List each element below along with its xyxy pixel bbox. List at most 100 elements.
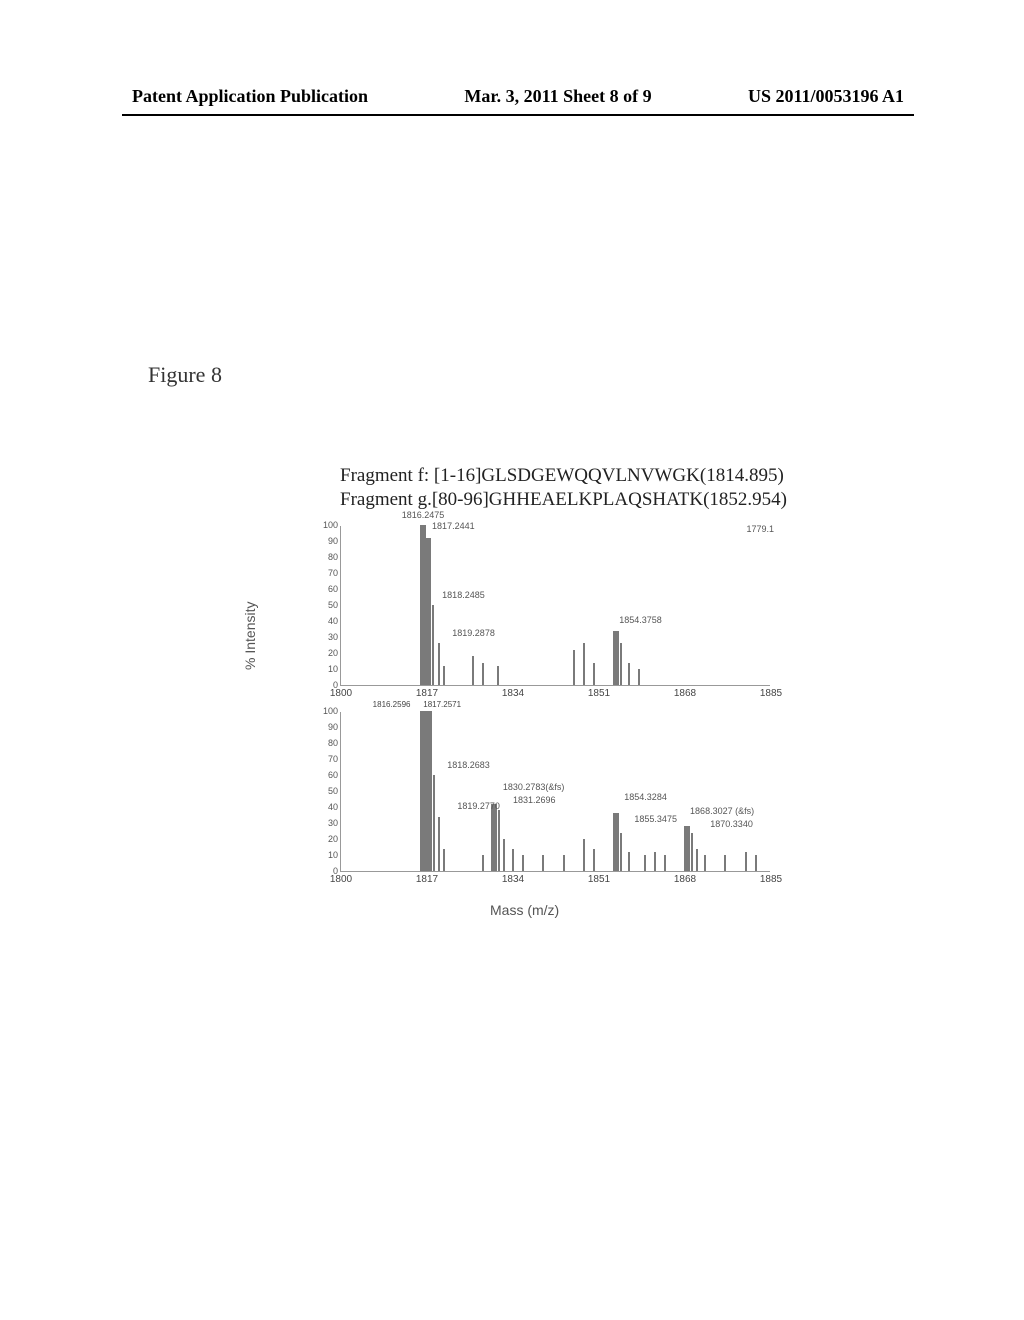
spectrum-peak xyxy=(512,849,514,871)
peak-label: 1831.2696 xyxy=(513,795,556,805)
y-tick: 30 xyxy=(321,819,338,828)
y-tick: 50 xyxy=(321,601,338,610)
rt-label-top: 1779.1 xyxy=(746,524,774,534)
spectrum-peak xyxy=(593,849,595,871)
y-tick: 20 xyxy=(321,649,338,658)
x-tick: 1868 xyxy=(674,688,696,699)
y-tick: 90 xyxy=(321,537,338,546)
peak-label: 1817.2441 xyxy=(432,521,475,531)
peak-label: 1855.3475 xyxy=(634,814,677,824)
x-axis-label: Mass (m/z) xyxy=(490,902,559,918)
spectrum-peak xyxy=(433,775,435,871)
peak-label: 1854.3758 xyxy=(619,615,662,625)
y-tick: 70 xyxy=(321,755,338,764)
page-header: Patent Application Publication Mar. 3, 2… xyxy=(0,86,1024,107)
spectrum-peak xyxy=(443,666,445,685)
peak-label: 1816.2475 xyxy=(402,510,445,520)
fragment-g: Fragment g.[80-96]GHHEAELKPLAQSHATK(1852… xyxy=(340,488,787,512)
x-tick: 1817 xyxy=(416,874,438,885)
y-tick: 50 xyxy=(321,787,338,796)
spectrum-peak xyxy=(522,855,524,871)
y-tick: 90 xyxy=(321,723,338,732)
spectrum-peak xyxy=(613,631,619,685)
y-tick: 80 xyxy=(321,553,338,562)
y-tick: 100 xyxy=(321,707,338,716)
x-tick: 1834 xyxy=(502,688,524,699)
spectrum-peak xyxy=(628,852,630,871)
spectrum-peak xyxy=(542,855,544,871)
spectrum-peak xyxy=(573,650,575,685)
header-center: Mar. 3, 2011 Sheet 8 of 9 xyxy=(464,86,651,107)
spectrum-panel-bottom: 0102030405060708090100180018171834185118… xyxy=(340,712,770,872)
spectrum-peak xyxy=(691,833,693,871)
peak-label: 1870.3340 xyxy=(710,819,753,829)
spectrum-peak xyxy=(628,663,630,685)
y-tick: 80 xyxy=(321,739,338,748)
x-tick: 1851 xyxy=(588,874,610,885)
spectrum-peak xyxy=(755,855,757,871)
y-tick: 40 xyxy=(321,617,338,626)
spectrum-peak xyxy=(654,852,656,871)
header-right: US 2011/0053196 A1 xyxy=(748,86,904,107)
sub-tick-label: 1816.2596 xyxy=(373,700,411,709)
figure-caption: Figure 8 xyxy=(148,362,222,388)
spectrum-chart: 1779.1 010203040506070809010018001817183… xyxy=(318,522,778,882)
spectrum-peak xyxy=(497,666,499,685)
y-tick: 10 xyxy=(321,665,338,674)
peak-label: 1819.2878 xyxy=(452,628,495,638)
x-tick: 1885 xyxy=(760,874,782,885)
spectrum-peak xyxy=(664,855,666,871)
peak-label: 1854.3284 xyxy=(624,792,667,802)
fragment-f: Fragment f: [1-16]GLSDGEWQQVLNVWGK(1814.… xyxy=(340,464,787,488)
spectrum-peak xyxy=(644,855,646,871)
x-tick: 1834 xyxy=(502,874,524,885)
x-tick: 1817 xyxy=(416,688,438,699)
spectrum-peak xyxy=(620,833,622,871)
spectrum-peak xyxy=(503,839,505,871)
peak-label: 1819.2770 xyxy=(457,801,500,811)
spectrum-peak xyxy=(724,855,726,871)
spectrum-peak xyxy=(425,538,431,685)
x-tick: 1885 xyxy=(760,688,782,699)
y-tick: 20 xyxy=(321,835,338,844)
spectrum-peak xyxy=(438,817,440,871)
spectrum-peak xyxy=(696,849,698,871)
spectrum-peak xyxy=(583,839,585,871)
spectrum-peak xyxy=(491,804,497,871)
spectrum-peak xyxy=(583,643,585,685)
spectrum-peak xyxy=(498,810,500,871)
y-tick: 60 xyxy=(321,585,338,594)
sub-tick-label: 1817.2571 xyxy=(423,700,461,709)
y-axis-label: % Intensity xyxy=(242,602,258,670)
y-tick: 60 xyxy=(321,771,338,780)
spectrum-peak xyxy=(443,849,445,871)
x-tick: 1800 xyxy=(330,688,352,699)
spectrum-peak xyxy=(438,643,440,685)
y-tick: 40 xyxy=(321,803,338,812)
x-tick: 1851 xyxy=(588,688,610,699)
peak-label: 1818.2485 xyxy=(442,590,485,600)
header-left: Patent Application Publication xyxy=(132,86,368,107)
fragment-labels: Fragment f: [1-16]GLSDGEWQQVLNVWGK(1814.… xyxy=(340,464,787,512)
spectrum-peak xyxy=(563,855,565,871)
spectrum-peak xyxy=(684,826,690,871)
spectrum-peak xyxy=(593,663,595,685)
y-tick: 100 xyxy=(321,521,338,530)
peak-label: 1830.2783(&fs) xyxy=(503,782,565,792)
spectrum-peak xyxy=(620,643,622,685)
peak-label: 1818.2683 xyxy=(447,760,490,770)
spectrum-peak xyxy=(426,711,432,871)
x-tick: 1800 xyxy=(330,874,352,885)
spectrum-peak xyxy=(432,605,434,685)
spectrum-peak xyxy=(745,852,747,871)
y-tick: 70 xyxy=(321,569,338,578)
spectrum-panel-top: 1779.1 010203040506070809010018001817183… xyxy=(340,526,770,686)
y-tick: 10 xyxy=(321,851,338,860)
spectrum-peak xyxy=(704,855,706,871)
x-tick: 1868 xyxy=(674,874,696,885)
y-tick: 30 xyxy=(321,633,338,642)
spectrum-peak xyxy=(482,855,484,871)
spectrum-peak xyxy=(613,813,619,871)
peak-label: 1868.3027 (&fs) xyxy=(690,806,754,816)
header-rule xyxy=(122,114,914,116)
